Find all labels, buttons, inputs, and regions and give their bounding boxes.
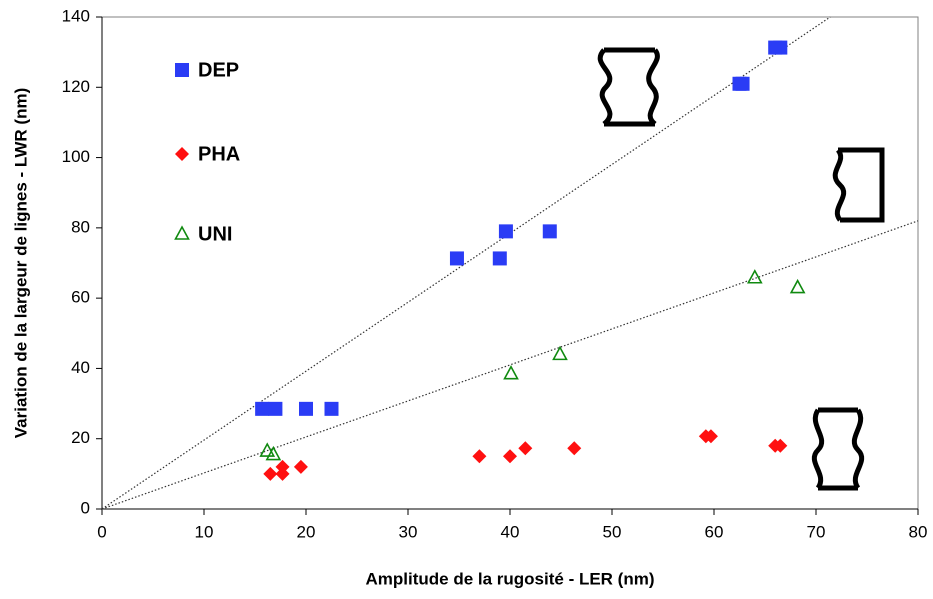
x-axis-label: Amplitude de la rugosité - LER (nm)	[365, 569, 654, 588]
marker-square	[498, 224, 513, 239]
marker-triangle	[265, 445, 282, 461]
marker-diamond	[275, 459, 290, 474]
legend-marker	[175, 147, 189, 161]
marker-diamond	[518, 441, 533, 456]
marker-diamond	[703, 429, 718, 444]
marker-square	[773, 40, 788, 55]
y-tick-label: 60	[71, 288, 90, 307]
legend-marker	[175, 63, 189, 77]
shape-icons	[597, 47, 885, 491]
marker-triangle	[789, 278, 806, 294]
x-tick-label: 10	[195, 522, 214, 541]
marker-diamond	[773, 438, 788, 453]
plot-area	[101, 16, 919, 510]
x-tick-label: 70	[807, 522, 826, 541]
marker-square	[268, 401, 283, 416]
marker-diamond	[567, 441, 582, 456]
marker-diamond	[472, 449, 487, 464]
marker-square	[299, 401, 313, 416]
x-tick-label: 50	[603, 522, 622, 541]
marker-square	[735, 76, 750, 91]
marker-triangle	[746, 269, 763, 284]
x-tick-label: 80	[909, 522, 928, 541]
y-axis-label: Variation de la largeur de lignes - LWR …	[11, 88, 30, 438]
marker-diamond	[293, 459, 308, 474]
y-tick-label: 0	[81, 498, 90, 517]
legend-label: PHA	[198, 143, 240, 165]
x-tick-label: 40	[501, 522, 520, 541]
icon-double-wave	[597, 47, 660, 127]
marker-square	[542, 224, 557, 239]
trendline	[101, 16, 831, 510]
marker-triangle	[259, 442, 276, 457]
marker-square	[449, 251, 464, 266]
marker-triangle	[503, 365, 519, 380]
marker-diamond	[263, 466, 278, 481]
trendline	[101, 220, 919, 510]
y-tick-label: 140	[62, 6, 90, 25]
x-tick-label: 60	[705, 522, 724, 541]
y-tick-label: 40	[71, 358, 90, 377]
icon-wave	[811, 407, 865, 491]
x-tick-label: 30	[399, 522, 418, 541]
y-tick-label: 100	[62, 147, 90, 166]
x-tick-label: 20	[297, 522, 316, 541]
marker-diamond	[275, 466, 290, 481]
marker-square	[255, 401, 270, 416]
y-tick-label: 20	[71, 428, 90, 447]
icon-single-wave	[832, 147, 885, 223]
legend-marker	[174, 225, 190, 240]
legend-label: DEP	[198, 59, 239, 81]
x-tick-label: 0	[97, 522, 106, 541]
marker-triangle	[552, 345, 568, 361]
y-tick-label: 120	[62, 77, 90, 96]
y-tick-label: 80	[71, 217, 90, 236]
marker-square	[492, 251, 507, 266]
marker-diamond	[503, 449, 517, 464]
legend-label: UNI	[198, 223, 232, 245]
marker-square	[324, 401, 339, 416]
